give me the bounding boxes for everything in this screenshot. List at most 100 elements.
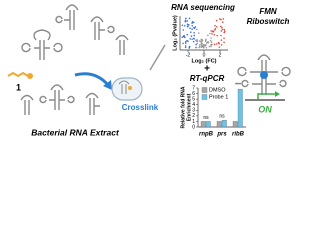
bar (237, 88, 243, 128)
on-label: ON (258, 104, 272, 114)
volcano-dot (184, 46, 187, 49)
volcano-dot (182, 35, 185, 38)
arrow (74, 72, 110, 87)
volcano-dot (218, 46, 221, 48)
volcano-dot (182, 29, 185, 31)
volcano-dot (223, 31, 226, 34)
on-arrow-head (275, 91, 280, 97)
x-tick-label: 0 (203, 52, 206, 58)
volcano-dot (202, 45, 205, 48)
volcano-dot (203, 43, 205, 46)
legend-swatch (201, 94, 208, 100)
volcano-dot (189, 27, 191, 30)
compound-label: 1 (16, 82, 21, 92)
volcano-dot (213, 34, 216, 36)
volcano-dot (222, 18, 225, 20)
volcano-dot (190, 31, 192, 33)
volcano-dot (195, 46, 198, 49)
volcano-dot (209, 32, 211, 35)
volcano-dot (220, 25, 222, 28)
volcano-dot (187, 25, 189, 28)
volcano-dot (198, 46, 200, 49)
volcano-dot (189, 38, 191, 40)
legend-swatch (201, 87, 208, 93)
volcano-dot (184, 40, 187, 43)
significance: ns (219, 114, 225, 120)
volcano-dot (182, 42, 184, 45)
volcano-dot (201, 39, 204, 42)
volcano-dot (187, 40, 189, 43)
volcano-dot (215, 25, 218, 28)
volcano-dot (202, 46, 205, 49)
volcano-dot (200, 46, 203, 49)
graphical-abstract: 1 Crosslink Bacterial RNA Extract RNA se… (7, 3, 291, 138)
volcano-dot (209, 39, 212, 42)
volcano-dot (199, 44, 201, 46)
volcano-dot (218, 18, 221, 20)
compound-1 (7, 71, 33, 79)
volcano-dot (193, 31, 195, 34)
x-tick-label: 2 (219, 52, 222, 58)
rna-seq-label: RNA sequencing (171, 3, 235, 12)
volcano-dot (184, 45, 187, 47)
volcano-dot (210, 45, 212, 48)
y-axis-label: Log₂ (Pvalue) (172, 15, 178, 51)
volcano-dot (212, 31, 215, 33)
volcano-dot (223, 28, 226, 31)
y-tick-label: 6 (192, 91, 195, 97)
volcano-dot (196, 39, 198, 41)
volcano-dot (220, 30, 223, 32)
volcano-dot (194, 26, 197, 28)
volcano-dot (207, 34, 209, 37)
volcano-dot (193, 34, 196, 37)
target-line-2: Riboswitch (247, 17, 290, 26)
volcano-dot (186, 23, 189, 26)
on-arrow (257, 93, 275, 100)
volcano-dot (215, 43, 218, 45)
volcano-dot (181, 24, 184, 27)
legend-label: Probe 1 (209, 94, 228, 100)
volcano-dot (221, 21, 224, 23)
y-tick-label: 4 (192, 102, 195, 108)
volcano-dot (186, 33, 189, 36)
volcano-dot (214, 24, 216, 27)
connector (149, 44, 166, 71)
volcano-dot (210, 37, 212, 39)
rna-structures (20, 4, 129, 115)
volcano-dot (185, 17, 187, 20)
volcano-dot (188, 47, 191, 49)
volcano-dot (220, 44, 223, 46)
rt-qpcr-label: RT-qPCR (190, 74, 225, 83)
volcano-dot (210, 41, 213, 43)
y-tick-label: 0 (192, 124, 195, 130)
bacterium (111, 77, 143, 101)
volcano-dot (193, 38, 195, 40)
volcano-dot (220, 18, 222, 21)
significance: ns (203, 115, 209, 121)
y-axis-label: Relative fold RNA (180, 86, 186, 128)
probe (128, 86, 132, 90)
category-label: rnpB (199, 132, 214, 138)
volcano-dot (205, 38, 207, 41)
extract-label: Bacterial RNA Extract (31, 127, 120, 137)
plus: + (204, 64, 210, 75)
bar (205, 121, 211, 128)
volcano-dot (198, 32, 200, 34)
bar (200, 121, 206, 128)
crosslink-label: Crosslink (122, 103, 159, 112)
y-tick-label: 2 (192, 113, 195, 119)
volcano-dot (216, 34, 219, 37)
category-label: prs (216, 132, 227, 138)
volcano-dot (224, 30, 226, 33)
y-tick-label: 5 (192, 96, 195, 102)
volcano-dot (210, 43, 213, 46)
volcano-dot (183, 24, 186, 27)
volcano-dot (210, 29, 212, 32)
volcano-dot (186, 20, 189, 22)
legend-label: DMSO (209, 87, 226, 93)
bar (232, 121, 238, 128)
volcano-dot (188, 17, 191, 20)
bar (216, 121, 222, 128)
